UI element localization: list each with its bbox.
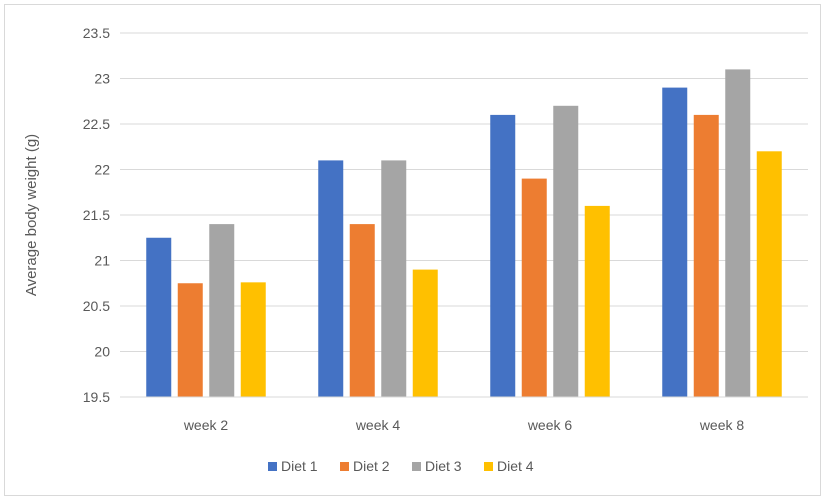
gridlines	[120, 32, 808, 352]
bar-diet-3-week-4	[381, 160, 407, 397]
x-tick-label: week 8	[699, 417, 745, 433]
x-tick-label: week 6	[527, 417, 573, 433]
y-tick-label: 21	[94, 253, 110, 269]
legend-label: Diet 1	[281, 458, 318, 474]
bar-diet-1-week-8	[662, 87, 688, 397]
y-tick-label: 22	[94, 162, 110, 178]
bar-diet-3-week-6	[553, 105, 579, 398]
bar-diet-2-week-8	[693, 114, 719, 398]
legend-label: Diet 2	[353, 458, 390, 474]
y-tick-label: 23	[94, 71, 110, 87]
legend-swatch	[412, 462, 421, 471]
bar-diet-4-week-2	[240, 282, 266, 397]
bar-diet-2-week-2	[177, 283, 203, 397]
legend-label: Diet 4	[497, 458, 534, 474]
x-tick-label: week 4	[355, 417, 401, 433]
bar-diet-1-week-2	[146, 237, 172, 397]
bars	[146, 69, 782, 398]
legend: Diet 1 Diet 2 Diet 3 Diet 4	[268, 458, 534, 474]
y-tick-label: 20	[94, 344, 110, 360]
y-tick-label: 23.5	[83, 25, 110, 41]
bar-diet-4-week-6	[584, 205, 610, 397]
bar-diet-3-week-2	[209, 224, 235, 397]
y-tick-label: 22.5	[83, 116, 110, 132]
bar-diet-2-week-4	[349, 224, 375, 397]
bar-diet-4-week-4	[412, 269, 438, 397]
bar-diet-1-week-4	[318, 160, 344, 397]
y-tick-label: 19.5	[83, 389, 110, 405]
legend-swatch	[484, 462, 493, 471]
legend-swatch	[340, 462, 349, 471]
x-tick-label: week 2	[183, 417, 229, 433]
y-tick-labels: 19.5 20 20.5 21 21.5 22 22.5 23 23.5	[83, 25, 110, 405]
legend-label: Diet 3	[425, 458, 462, 474]
y-tick-label: 21.5	[83, 207, 110, 223]
bar-diet-2-week-6	[521, 178, 547, 397]
legend-swatch	[268, 462, 277, 471]
bar-diet-3-week-8	[725, 69, 751, 398]
y-axis-title: Average body weight (g)	[23, 134, 40, 296]
y-tick-label: 20.5	[83, 298, 110, 314]
bar-diet-1-week-6	[490, 114, 516, 398]
x-tick-labels: week 2 week 4 week 6 week 8	[183, 417, 745, 433]
bar-diet-4-week-8	[756, 151, 782, 397]
